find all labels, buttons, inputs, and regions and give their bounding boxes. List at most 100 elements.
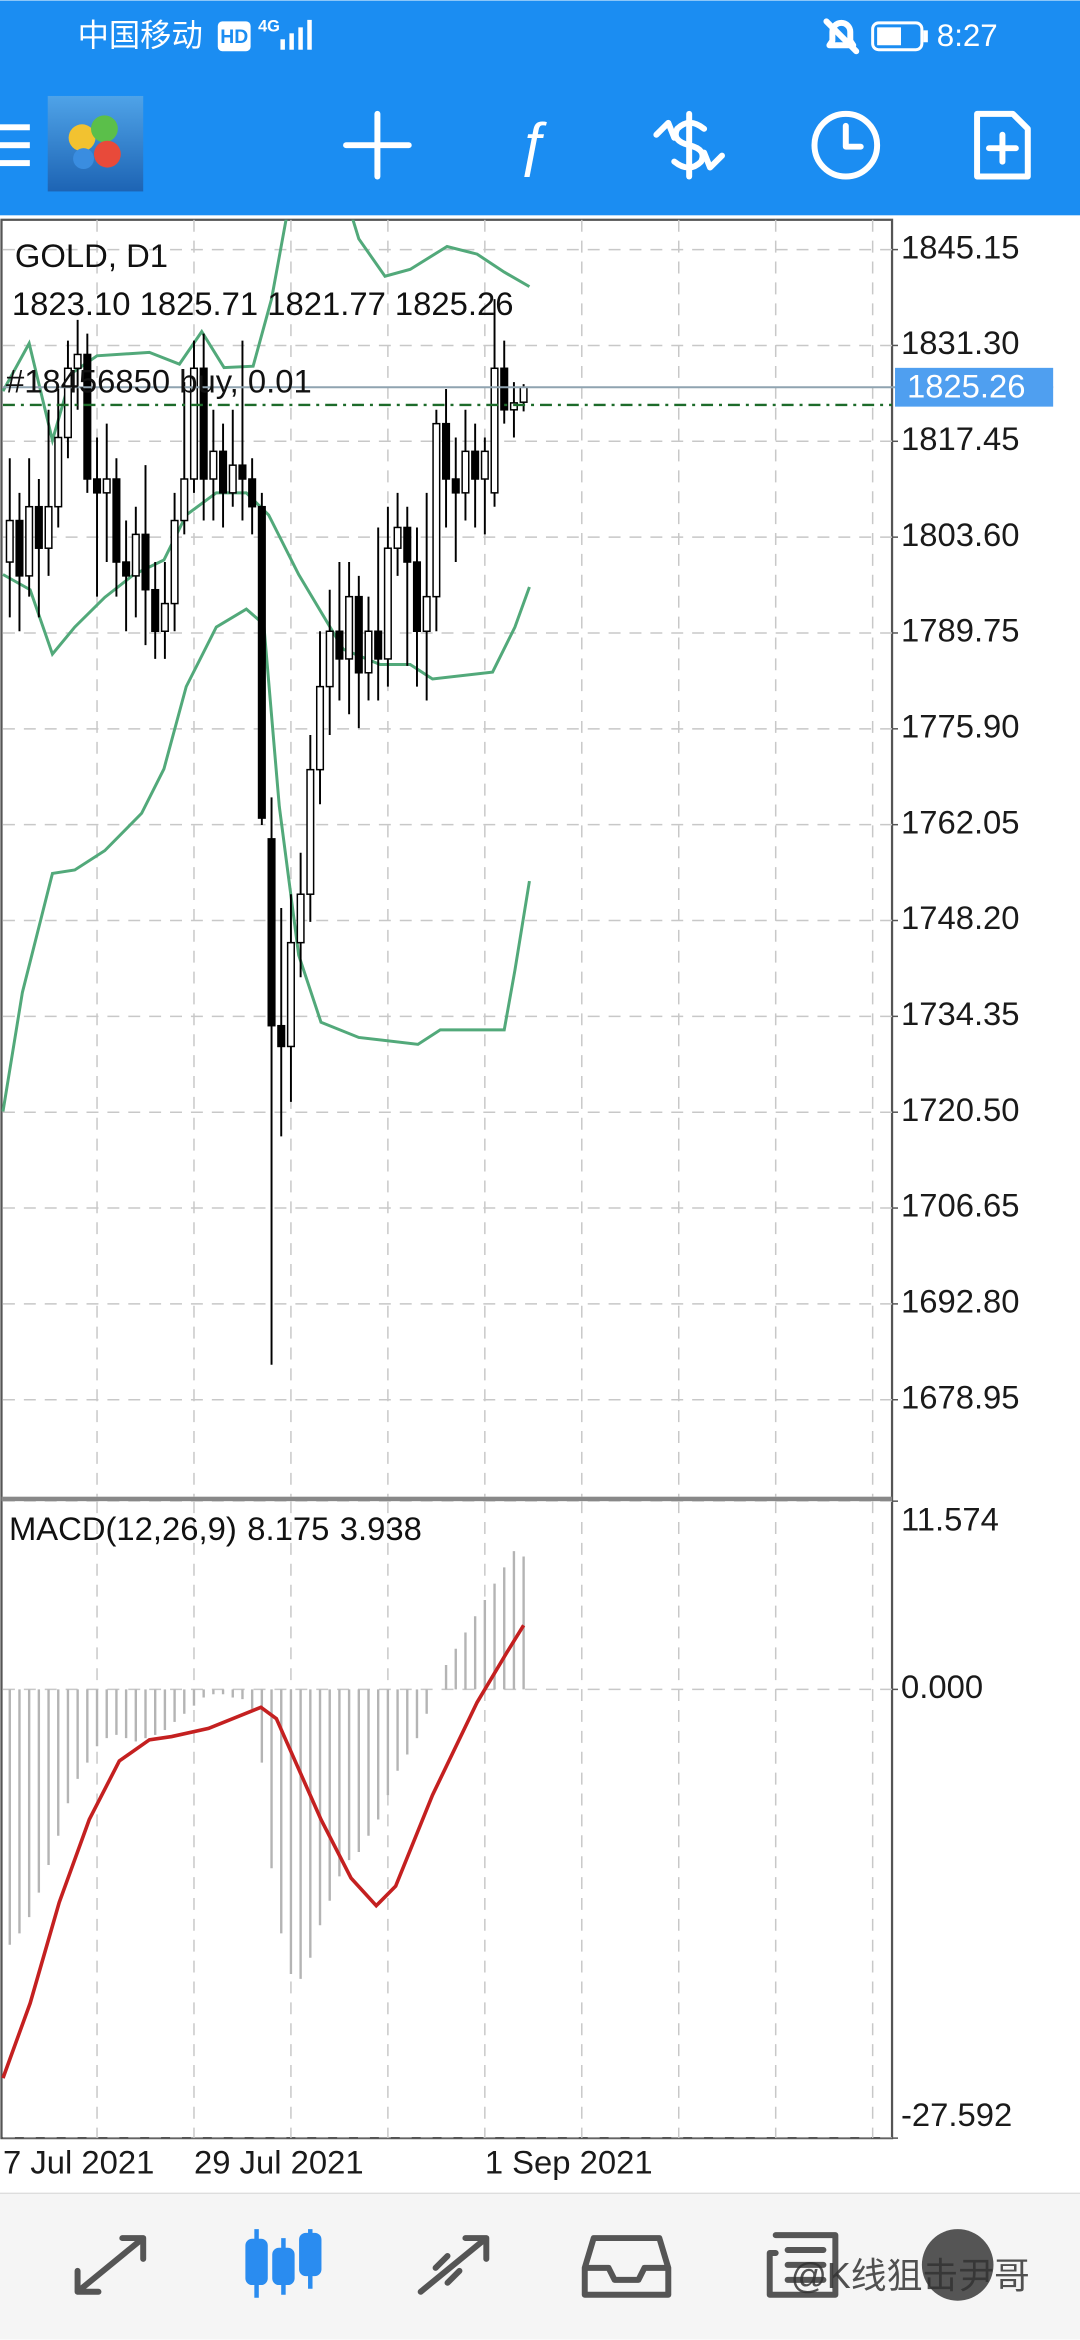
candle-body: [102, 478, 111, 494]
macd-legend: MACD(12,26,9) 8.175 3.938: [9, 1510, 422, 1547]
trade-button[interactable]: [653, 110, 725, 180]
candle-body: [25, 505, 34, 577]
candle-body: [5, 519, 14, 563]
candle-body: [335, 630, 344, 660]
candle-body: [296, 893, 305, 944]
candle-body: [490, 367, 499, 494]
history-tab[interactable]: [581, 2235, 672, 2298]
candle-body: [374, 630, 383, 660]
candle-body: [412, 561, 422, 632]
y-tick-label: 11.574: [901, 1501, 999, 1538]
pane-divider: [1, 1496, 893, 1502]
candle-body: [54, 436, 63, 508]
candle-body: [325, 630, 334, 688]
x-tick-label: 7 Jul 2021: [3, 2144, 154, 2181]
candle-body: [228, 464, 237, 494]
ohlc-legend: 1823.10 1825.71 1821.77 1825.26: [12, 285, 514, 322]
candle-body: [403, 526, 412, 563]
candle-body: [257, 505, 266, 819]
new-order-button[interactable]: [974, 110, 1031, 180]
candle-body: [151, 588, 160, 632]
candle-body: [519, 386, 528, 403]
candle-body: [238, 464, 247, 480]
candle-body: [267, 838, 276, 1027]
signal-line: [1, 1624, 526, 2079]
candle-body: [286, 941, 295, 1048]
indicators-button[interactable]: ƒ: [516, 110, 549, 177]
x-tick-label: 1 Sep 2021: [485, 2144, 653, 2181]
candle-body: [393, 526, 402, 549]
candle-body: [189, 367, 199, 480]
y-tick-label: 1706.65: [901, 1187, 1020, 1224]
candle-body: [277, 1024, 286, 1048]
candle-body: [383, 547, 392, 660]
y-tick-label: -27.592: [901, 2096, 1012, 2133]
candle-body: [451, 478, 460, 494]
y-tick-label: 1845.15: [901, 228, 1020, 265]
y-tick-label: 1817.45: [901, 420, 1020, 457]
candle-body: [354, 595, 363, 674]
candle-body: [422, 595, 431, 632]
macd-main-value: 8.175: [247, 1510, 329, 1547]
battery-icon: [871, 21, 928, 52]
y-tick-label: 0.000: [901, 1668, 983, 1705]
quotes-tab[interactable]: [74, 2235, 147, 2295]
candle-body: [219, 450, 228, 494]
candle-body: [122, 561, 131, 577]
candle-body: [170, 519, 179, 605]
y-tick-label: 1692.80: [901, 1283, 1020, 1320]
candle-body: [131, 533, 140, 577]
candle-body: [199, 367, 208, 480]
candle-body: [461, 450, 470, 494]
signal-icon: [280, 19, 312, 50]
y-tick-label: 1831.30: [901, 324, 1020, 361]
chat-tab[interactable]: [921, 2229, 994, 2301]
bottom-nav: [0, 2193, 1080, 2340]
menu-button[interactable]: [0, 124, 30, 167]
candle-body: [432, 422, 441, 598]
app-logo[interactable]: [47, 95, 144, 192]
candle-body: [160, 602, 169, 632]
candle-body: [248, 478, 257, 508]
x-tick-label: 29 Jul 2021: [194, 2144, 364, 2181]
candle-body: [63, 367, 72, 439]
macd-title: MACD(12,26,9): [9, 1510, 237, 1547]
candle-body: [306, 768, 315, 895]
trade-label: #18456850 buy, 0.01: [6, 363, 312, 400]
candle-body: [141, 533, 150, 591]
y-tick-label: 1678.95: [901, 1378, 1020, 1415]
plot-area: [1, 219, 893, 1497]
candle-body: [180, 478, 189, 522]
chart-tab[interactable]: [245, 2229, 322, 2298]
y-tick-label: 1775.90: [901, 707, 1020, 744]
candle-body: [73, 353, 82, 370]
crosshair-button[interactable]: [343, 110, 412, 180]
plot-area: [1, 1501, 893, 2139]
candle-body: [480, 450, 489, 480]
candle-body: [442, 422, 451, 480]
candle-body: [83, 353, 92, 480]
bollinger-band: [1, 607, 531, 1112]
hd-badge: [217, 21, 251, 52]
y-tick-label: 1720.50: [901, 1091, 1020, 1128]
y-tick-label: 1789.75: [901, 612, 1020, 649]
candle-body: [364, 630, 373, 674]
period-button[interactable]: [811, 110, 881, 180]
clock: 8:27: [937, 18, 998, 53]
trade-tab[interactable]: [417, 2235, 490, 2295]
candle-body: [345, 595, 354, 660]
candle-body: [112, 478, 121, 563]
bollinger-band: [2, 491, 531, 681]
mute-icon: [823, 18, 860, 55]
y-tick-label: 1734.35: [901, 995, 1020, 1032]
y-tick-label: 1748.20: [901, 899, 1020, 936]
macd-pane: -27.592 0.000 11.574: [1, 1500, 1012, 2139]
watermark: @K线狙击尹哥: [791, 2256, 1030, 2296]
bid-label: 1825.26: [907, 367, 1026, 404]
candle-body: [209, 450, 218, 480]
candle-body: [315, 685, 325, 771]
candle-body: [471, 450, 480, 480]
macd-signal-value: 3.938: [340, 1510, 422, 1547]
news-tab[interactable]: [766, 2232, 839, 2298]
